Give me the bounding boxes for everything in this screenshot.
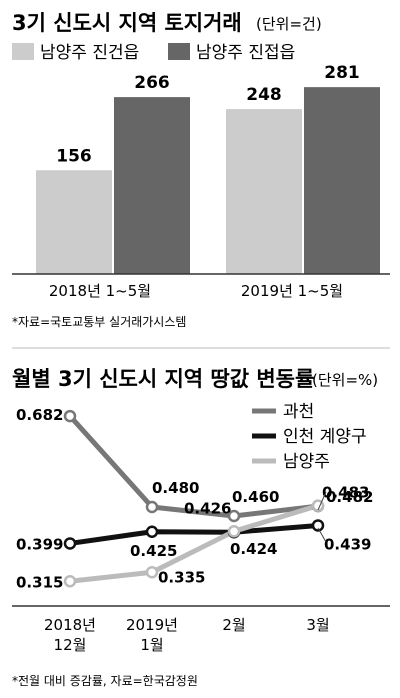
series-line-1 xyxy=(67,522,321,546)
data-label-2-1: 0.335 xyxy=(158,568,205,586)
line-chart-unit: (단위=%) xyxy=(312,371,378,389)
bar-1-1 xyxy=(304,87,380,274)
data-label-1-0: 0.399 xyxy=(16,535,63,553)
data-label-1-2: 0.424 xyxy=(230,540,277,558)
legend-swatch-jingeon xyxy=(12,43,34,60)
x-tick-3: 3월 xyxy=(306,616,329,634)
bar-category-2019: 2019년 1~5월 xyxy=(241,282,343,300)
data-label-0-3: 0.482 xyxy=(326,488,373,506)
bar-value-label-1-0: 248 xyxy=(246,85,282,105)
bar-plot-area: 156 266 248 281 xyxy=(36,63,380,274)
bar-value-label-0-0: 156 xyxy=(56,146,92,166)
series-line-0 xyxy=(67,413,321,519)
bar-category-2018: 2018년 1~5월 xyxy=(49,282,151,300)
series-point-1-1 xyxy=(145,525,159,538)
series-point-0-0 xyxy=(63,409,77,423)
data-label-2-3: 0.483 xyxy=(322,484,369,502)
data-label-2-0: 0.315 xyxy=(16,573,63,591)
legend-label-gyeyang: 인천 계양구 xyxy=(283,427,367,447)
data-label-0-1: 0.480 xyxy=(152,479,199,497)
x-tick-1: 2019년 1월 xyxy=(126,616,178,654)
series-line-2 xyxy=(67,503,321,584)
bar-chart-source: *자료=국토교통부 실거래가시스템 xyxy=(12,315,186,329)
leader-line-2 xyxy=(317,491,327,511)
legend-label-namyangju: 남양주 xyxy=(283,452,330,472)
legend-label-jingeon: 남양주 진건읍 xyxy=(40,43,139,63)
series-point-0-1 xyxy=(145,500,159,514)
series-point-2-2 xyxy=(227,525,241,538)
bar-value-label-0-1: 266 xyxy=(134,73,170,93)
data-label-1-3: 0.439 xyxy=(324,535,371,553)
series-point-2-0 xyxy=(63,575,77,588)
series-point-2-1 xyxy=(145,566,159,579)
series-point-0-2 xyxy=(227,509,241,523)
series-point-1-3 xyxy=(311,519,325,532)
legend-label-jinjeop: 남양주 진접읍 xyxy=(196,43,295,63)
legend-swatch-jinjeop xyxy=(168,43,190,60)
bar-0-1 xyxy=(114,97,190,274)
data-label-0-0: 0.682 xyxy=(16,406,63,424)
bar-0-0 xyxy=(36,170,112,274)
data-label-2-2: 0.426 xyxy=(184,499,231,517)
line-x-ticks: 2018년 12월 2019년 1월 2월 3월 xyxy=(44,616,330,654)
bar-chart-unit: (단위=건) xyxy=(256,15,322,33)
x-tick-2: 2월 xyxy=(222,616,245,634)
line-plot-area: 0.682 0.480 0.460 0.482 0.399 0.425 0.424 0.439… xyxy=(16,406,373,591)
bar-value-label-1-1: 281 xyxy=(324,63,360,83)
bar-chart-title: 3기 신도시 지역 토지거래 xyxy=(12,11,242,35)
line-chart-source: *전월 대비 증감률, 자료=한국감정원 xyxy=(12,674,198,688)
leader-line-1 xyxy=(317,527,327,543)
data-label-0-2: 0.460 xyxy=(232,488,279,506)
legend-label-gwacheon: 과천 xyxy=(283,402,314,422)
bar-1-0 xyxy=(226,109,302,274)
data-label-1-1: 0.425 xyxy=(130,542,177,560)
line-chart-title: 월별 3기 신도시 지역 땅값 변동률 xyxy=(12,367,314,391)
x-tick-0: 2018년 12월 xyxy=(44,616,96,654)
series-point-1-0 xyxy=(63,537,77,550)
